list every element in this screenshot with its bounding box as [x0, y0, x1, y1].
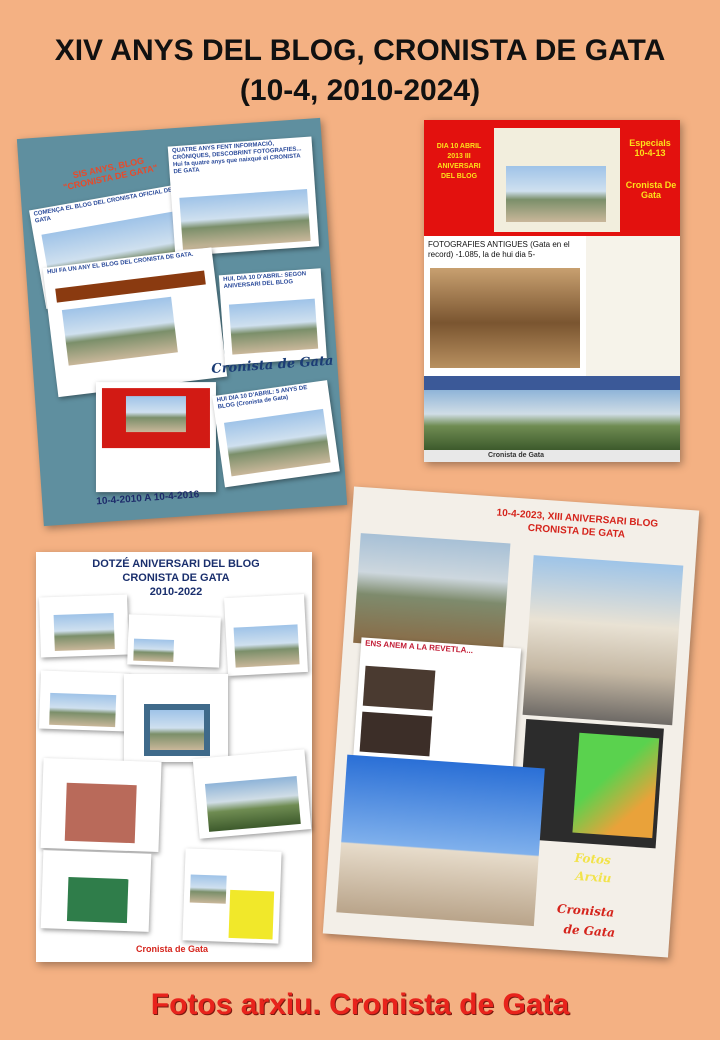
mini-card — [224, 593, 308, 677]
photo-church — [336, 754, 545, 927]
twelfth-title3: 2010-2022 — [149, 586, 203, 598]
page-title-line2: (10-4, 2010-2024) — [239, 74, 481, 107]
mini-card — [38, 594, 130, 658]
collage-thirteenth-anniversary: 10-4-2023, XIII ANIVERSARI BLOG CRONISTA… — [322, 486, 700, 958]
caption-old-photos: FOTOGRAFIES ANTIGUES (Gata en el record)… — [428, 240, 570, 259]
blog-screenshot-2013: DIA 10 ABRIL 2013 III ANIVERSARI DEL BLO… — [424, 120, 680, 462]
banner-anniversary: DIA 10 ABRIL 2013 III ANIVERSARI DEL BLO… — [436, 143, 482, 180]
footer-caption: Fotos arxiu. Cronista de Gata — [150, 988, 570, 1021]
card-five-years: HUI DIA 10 D'ABRIL: 5 ANYS DE BLOG (Cron… — [212, 380, 340, 488]
mini-card — [192, 749, 312, 839]
side-subtitle: Cronista De Gata — [625, 180, 677, 200]
article-revetla: ENS ANEM A LA REVETLA... — [353, 637, 522, 769]
page-title-line1: XIV ANYS DEL BLOG, CRONISTA DE GATA — [54, 34, 666, 67]
signature-de-gata: de Gata — [563, 922, 616, 940]
twelfth-title2: CRONISTA DE GATA — [122, 572, 230, 584]
mini-card — [182, 848, 282, 944]
screenshot-footer: Cronista de Gata — [488, 452, 545, 459]
mini-card — [40, 757, 162, 853]
label-arxiu: Arxiu — [574, 868, 612, 886]
photo-street — [522, 555, 684, 726]
mini-card — [39, 670, 129, 732]
signature-cronista: Cronista — [556, 901, 615, 920]
thirteenth-title: 10-4-2023, XIII ANIVERSARI BLOG CRONISTA… — [496, 507, 659, 541]
card-anniversary-red — [95, 382, 216, 493]
card-one-year: HUI FA UN ANY EL BLOG DEL CRONISTA DE GA… — [42, 247, 228, 398]
side-title: Especials 10-4-13 — [629, 138, 671, 158]
photo-river — [353, 533, 511, 654]
mini-card — [40, 850, 152, 932]
card-second-anniversary: HUI, DIA 10 D'ABRIL: SEGON ANIVERSARI DE… — [218, 268, 327, 366]
collage-six-years: SIS ANYS, BLOG "CRONISTA DE GATA" COMENÇ… — [16, 117, 348, 527]
label-fotos: Fotos — [574, 850, 612, 868]
twelfth-title1: DOTZÉ ANIVERSARI DEL BLOG — [92, 558, 260, 570]
twelfth-signature: Cronista de Gata — [136, 944, 209, 954]
card-four-years: QUATRE ANYS FENT INFORMACIÓ, CRÒNIQUES, … — [167, 136, 320, 257]
collage-twelfth-anniversary: DOTZÉ ANIVERSARI DEL BLOG CRONISTA DE GA… — [36, 552, 312, 962]
mini-card — [127, 614, 221, 668]
mini-card — [124, 674, 228, 762]
